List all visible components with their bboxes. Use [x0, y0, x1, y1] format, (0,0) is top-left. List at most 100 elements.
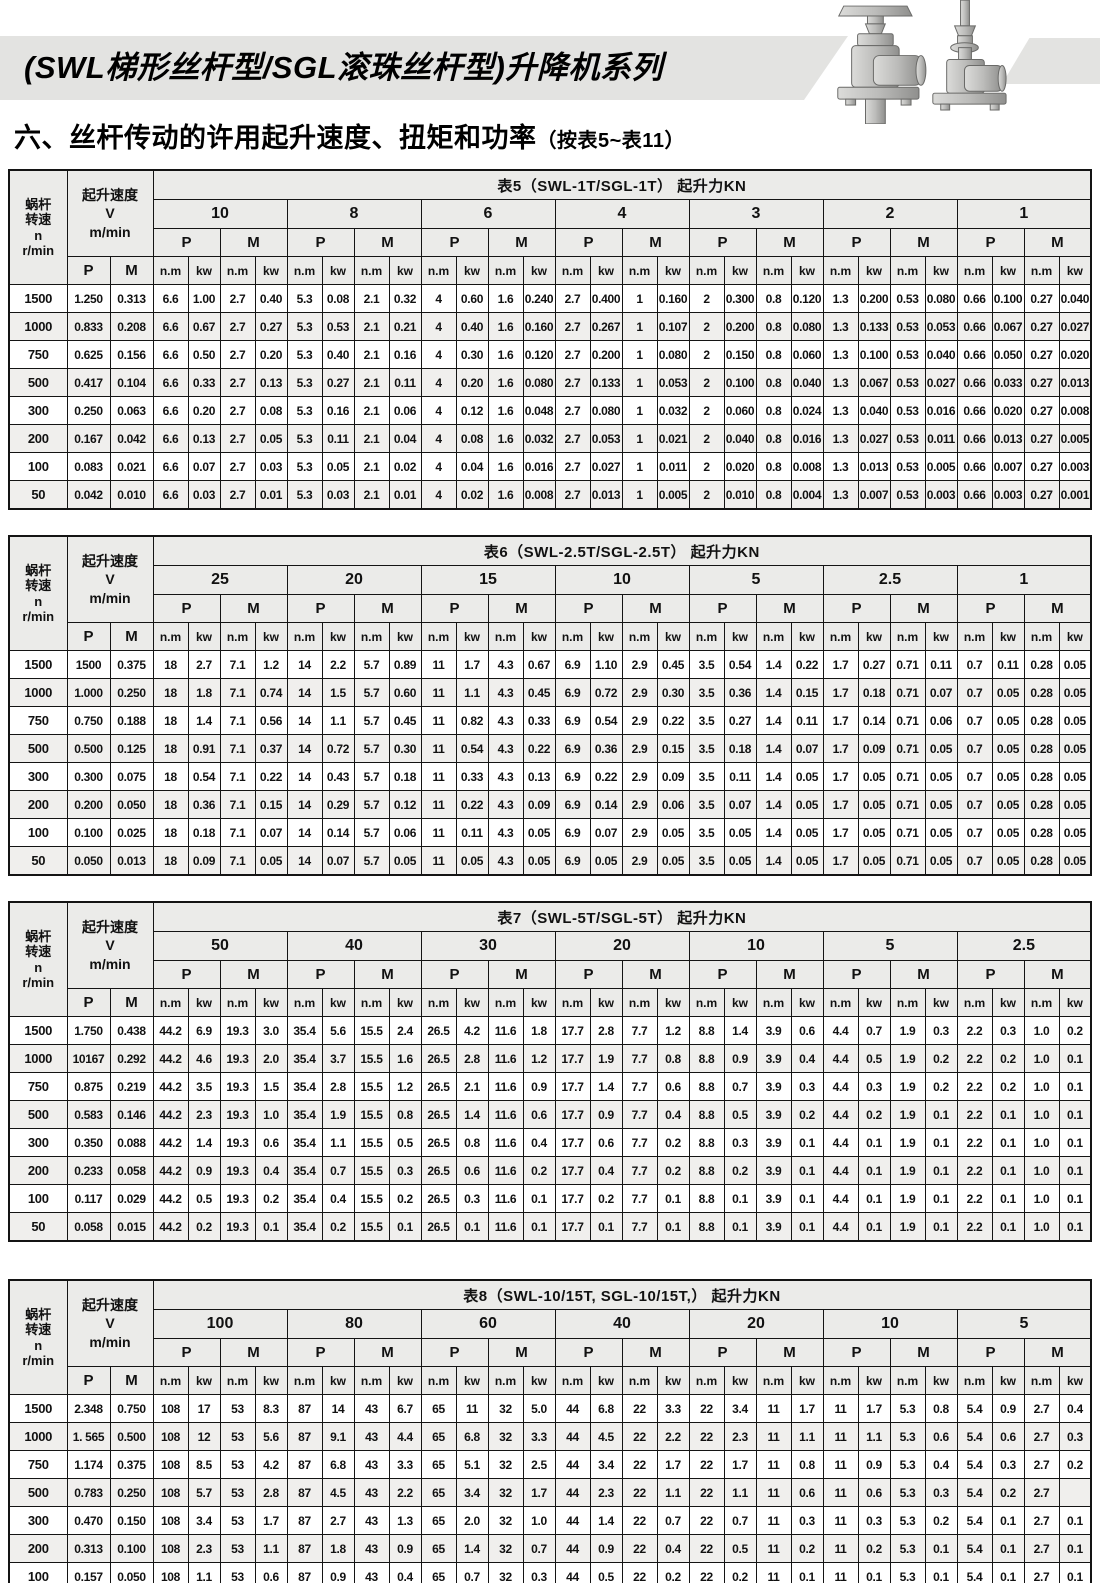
capacity-header: 5	[956, 1309, 1092, 1339]
kw-unit-header: kw	[187, 256, 221, 285]
cell-value: 0.7	[956, 846, 993, 876]
nm-unit-header: n.m	[554, 988, 591, 1017]
cell-speed-m: 0.021	[109, 452, 154, 481]
nm-unit-header: n.m	[688, 1366, 725, 1395]
cell-speed-m: 0.050	[109, 1562, 154, 1583]
cell-value: 1.7	[790, 1394, 824, 1423]
cell-worm-speed: 200	[8, 790, 68, 819]
cell-value: 11	[420, 790, 457, 819]
cell-value: 0.1	[857, 1128, 891, 1157]
cell-value: 0.1	[723, 1184, 757, 1213]
cell-value: 0.8	[455, 1128, 489, 1157]
kw-unit-header: kw	[455, 622, 489, 651]
cell-value: 26.5	[420, 1212, 457, 1242]
cell-value: 4	[420, 480, 457, 510]
cell-value: 22	[688, 1450, 725, 1479]
cell-value: 0.080	[589, 396, 623, 425]
cell-speed-m: 0.375	[109, 1450, 154, 1479]
cell-value: 0.3	[1058, 1422, 1092, 1451]
cell-value: 0.72	[589, 678, 623, 707]
cell-speed-p: 0.313	[66, 1534, 111, 1563]
cell-value: 0.7	[956, 818, 993, 847]
cell-value: 0.1	[1058, 1044, 1092, 1073]
cell-value: 0.05	[522, 818, 556, 847]
cell-value: 1.7	[522, 1478, 556, 1507]
cell-value: 32	[487, 1478, 524, 1507]
nm-unit-header: n.m	[554, 256, 591, 285]
cell-value: 0.05	[1058, 706, 1092, 735]
cell-value: 1.7	[822, 818, 859, 847]
lift-speed-header: 起升速度 V m/min	[66, 169, 154, 257]
cell-value: 0.05	[522, 846, 556, 876]
nm-unit-header: n.m	[420, 988, 457, 1017]
cell-value: 19.3	[219, 1044, 256, 1073]
cell-value: 11.6	[487, 1128, 524, 1157]
speed-p-header: P	[66, 256, 111, 285]
cell-value: 0.9	[589, 1534, 623, 1563]
cell-value: 2.8	[589, 1016, 623, 1045]
nm-unit-header: n.m	[956, 622, 993, 651]
cell-value: 0.2	[790, 1534, 824, 1563]
cell-value: 0.4	[321, 1184, 355, 1213]
cell-value: 0.32	[388, 284, 422, 313]
cell-value: 5.3	[286, 340, 323, 369]
cell-value: 6.9	[554, 678, 591, 707]
m-header: M	[1023, 594, 1092, 623]
cell-value: 0.22	[254, 762, 288, 791]
cell-value: 4	[420, 452, 457, 481]
kw-unit-header: kw	[1058, 988, 1092, 1017]
cell-value: 0.06	[924, 706, 958, 735]
table-row: 1500 1500 0.375 18 2.7 7.1 1.2 14 2.2 5.7 0.89 11 1.…	[8, 650, 1092, 679]
cell-value: 0.07	[723, 790, 757, 819]
capacity-header: 30	[420, 931, 556, 961]
cell-value: 0.28	[1023, 734, 1060, 763]
cell-value: 44.2	[152, 1156, 189, 1185]
cell-value: 1.4	[755, 762, 792, 791]
cell-value: 5.4	[956, 1562, 993, 1583]
cell-value: 0.05	[991, 706, 1025, 735]
nm-unit-header: n.m	[152, 988, 189, 1017]
cell-value: 65	[420, 1422, 457, 1451]
cell-value: 0.1	[1058, 1562, 1092, 1583]
cell-value: 0.1	[1058, 1100, 1092, 1129]
cell-worm-speed: 1000	[8, 1422, 68, 1451]
cell-value: 5.4	[956, 1534, 993, 1563]
table-row: 1000 10167 0.292 44.2 4.6 19.3 2.0 35.4 3.7 15.5 1…	[8, 1044, 1092, 1073]
cell-value: 44	[554, 1478, 591, 1507]
cell-value: 1.9	[889, 1212, 926, 1242]
cell-value: 6.6	[152, 424, 189, 453]
cell-speed-m: 0.050	[109, 790, 154, 819]
cell-value: 4	[420, 424, 457, 453]
cell-value: 0.1	[589, 1212, 623, 1242]
cell-value: 0.6	[790, 1016, 824, 1045]
cell-value: 0.067	[857, 368, 891, 397]
cell-speed-p: 0.200	[66, 790, 111, 819]
capacity-header: 15	[420, 565, 556, 595]
p-header: P	[554, 228, 623, 257]
cell-value: 4.3	[487, 678, 524, 707]
cell-value: 0.16	[388, 340, 422, 369]
cell-value: 0.05	[1058, 846, 1092, 876]
cell-value: 0.54	[187, 762, 221, 791]
cell-value: 2	[688, 396, 725, 425]
screw-jack-right-icon	[932, 0, 1007, 111]
cell-value: 0.027	[924, 368, 958, 397]
cell-value: 0.05	[857, 762, 891, 791]
cell-value: 0.11	[924, 650, 958, 679]
p-header: P	[420, 960, 489, 989]
cell-value: 11	[822, 1562, 859, 1583]
cell-value: 14	[286, 762, 323, 791]
cell-value: 0.71	[889, 706, 926, 735]
cell-value: 0.05	[991, 678, 1025, 707]
nm-unit-header: n.m	[822, 1366, 859, 1395]
cell-value: 1.0	[1023, 1100, 1060, 1129]
cell-value: 1.7	[822, 734, 859, 763]
cell-value: 0.22	[656, 706, 690, 735]
cell-value: 0.240	[522, 284, 556, 313]
cell-speed-m: 0.125	[109, 734, 154, 763]
cell-value: 1.0	[522, 1506, 556, 1535]
cell-value: 1.4	[755, 790, 792, 819]
cell-value: 3.3	[388, 1450, 422, 1479]
cell-value: 0.40	[254, 284, 288, 313]
capacity-header: 1	[956, 199, 1092, 229]
